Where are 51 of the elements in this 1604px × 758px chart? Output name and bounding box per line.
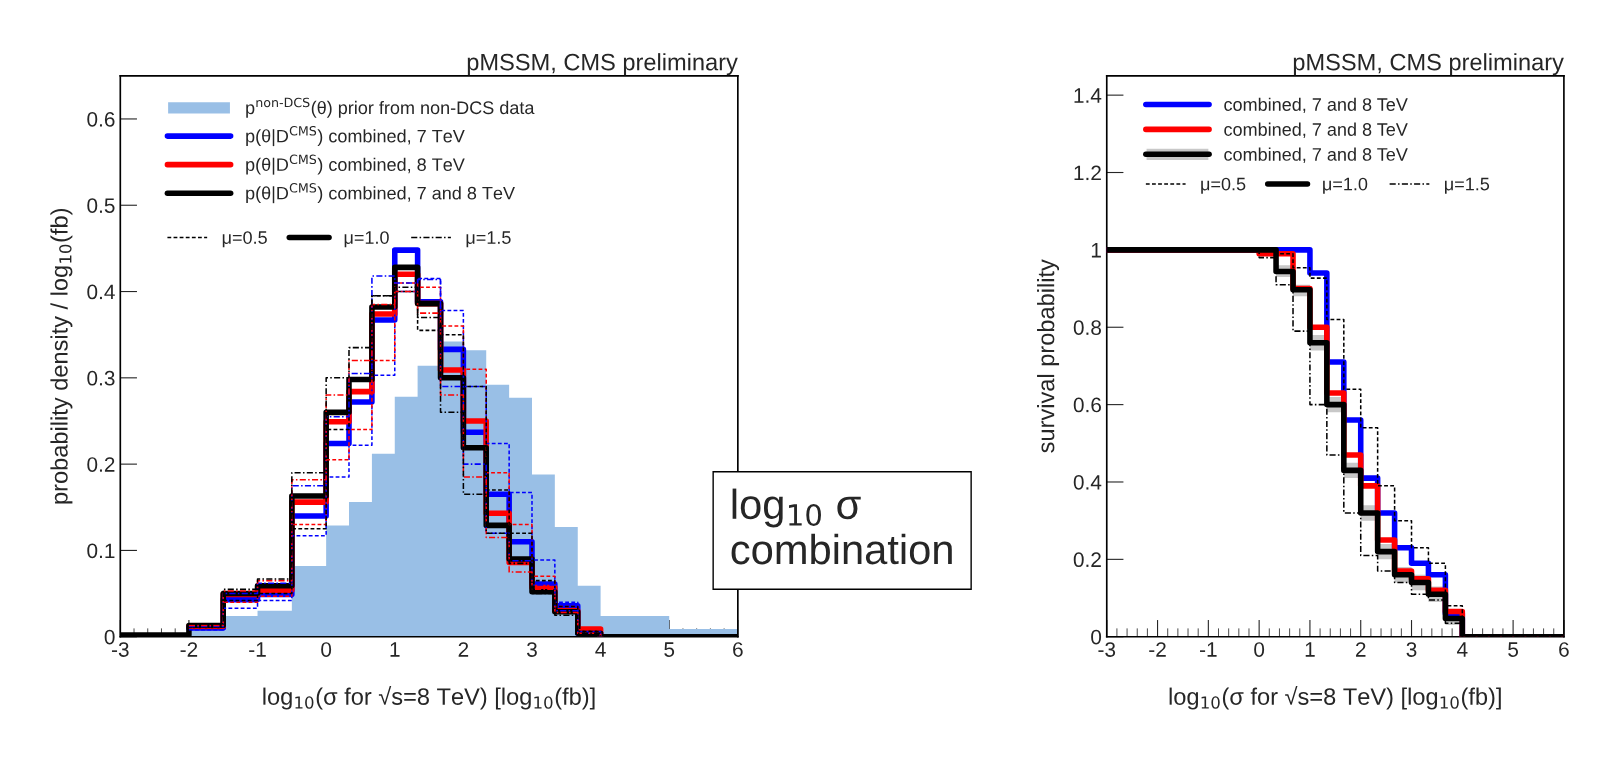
legend-label: μ=0.5 — [1201, 177, 1246, 194]
x-tick-label: 3 — [526, 642, 537, 657]
x-tick-label: 6 — [1559, 642, 1569, 657]
y-tick-label: 0.4 — [1073, 474, 1102, 490]
y-tick-label: 0.6 — [1073, 397, 1101, 413]
annotation: μ=1.0 — [1323, 177, 1368, 194]
x-tick-label: 0 — [321, 642, 332, 657]
chart-title: pMSSM, CMS preliminary — [1293, 53, 1564, 76]
x-tick-label: 4 — [595, 642, 606, 657]
y-tick-label: 0.2 — [87, 457, 115, 472]
chart-title: pMSSM, CMS preliminary — [467, 53, 738, 76]
x-tick-label: 0 — [1254, 642, 1265, 657]
x-tick-label: -1 — [249, 642, 266, 657]
y-tick-label: 0.8 — [1073, 320, 1101, 335]
legend-label: p(θ|D$^{CMS}$) combined, 7 TeV — [246, 126, 465, 147]
x-tick-label: -2 — [180, 642, 198, 657]
y-tick-label: 0.4 — [87, 284, 115, 300]
x-axis-title: log$_{10}$(σ for √s=8 TeV) [log$_{10}$(fb)] — [1169, 686, 1501, 710]
x-tick-label: 6 — [733, 642, 743, 657]
x-tick-label: 5 — [664, 642, 675, 657]
legend-label: p$^{non-DCS}$(θ) prior from non-DCS data — [246, 97, 535, 118]
y-tick-label: 0.6 — [87, 111, 115, 127]
x-tick-label: 5 — [1508, 642, 1519, 657]
legend-label: μ=1.5 — [466, 231, 511, 248]
y-axis-title: probability density / log$_{10}$(fb) — [50, 208, 73, 504]
y-axis-title: survival probability — [1037, 259, 1060, 453]
legend-label: μ=0.5 — [222, 231, 267, 248]
legend-label: p(θ|D$^{CMS}$) combined, 7 and 8 TeV — [246, 183, 515, 204]
x-tick-label: 3 — [1406, 642, 1417, 657]
x-tick-label: -1 — [1200, 642, 1217, 657]
legend-label: μ=1.5 — [1445, 177, 1490, 194]
y-tick-label: 0.2 — [1073, 552, 1101, 568]
y-tick-label: 1.4 — [1074, 88, 1102, 103]
y-tick-label: 0.3 — [87, 370, 115, 386]
legend-label: combined, 7 and 8 TeV — [1224, 122, 1408, 139]
y-tick-label: 0.5 — [87, 198, 115, 213]
y-tick-label: 1 — [1091, 243, 1101, 258]
x-tick-label: 2 — [458, 642, 469, 657]
annotation: μ=1.0 — [344, 231, 389, 248]
x-tick-label: 2 — [1355, 642, 1366, 657]
x-tick-label: 1 — [390, 642, 400, 657]
x-axis-title: log$_{10}$(σ for √s=8 TeV) [log$_{10}$(fb)] — [263, 686, 595, 710]
x-tick-label: 1 — [1305, 642, 1315, 657]
x-tick-label: -2 — [1149, 642, 1166, 657]
legend-label: combined, 7 and 8 TeV — [1224, 147, 1408, 163]
legend-label: combined, 7 and 8 TeV — [1224, 97, 1408, 114]
x-tick-label: 4 — [1457, 642, 1468, 657]
annotation: log$_{10}$ σ combination — [731, 488, 952, 565]
legend-label: p(θ|D$^{CMS}$) combined, 8 TeV — [246, 154, 465, 175]
y-tick-label: 0.1 — [87, 543, 115, 559]
y-tick-label: 1.2 — [1074, 165, 1101, 181]
